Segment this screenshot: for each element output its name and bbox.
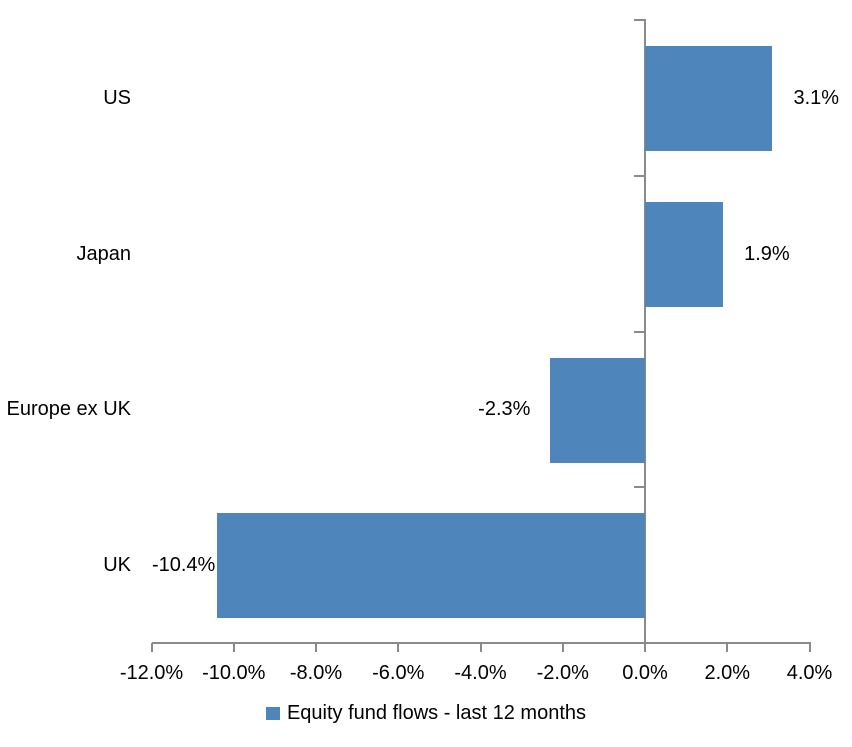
y-axis-tick [634, 174, 644, 177]
legend: Equity fund flows - last 12 months [0, 702, 852, 725]
x-axis-tick [150, 643, 153, 652]
x-tick-label: 4.0% [786, 662, 833, 684]
x-tick-label: -10.0% [202, 662, 266, 684]
x-axis-tick [808, 643, 811, 652]
value-label-europe-ex-uk: -2.3% [478, 398, 531, 421]
x-axis-tick [479, 643, 482, 652]
value-label-uk: -10.4% [151, 554, 216, 577]
bar-japan [645, 201, 724, 307]
legend-label: Equity fund flows - last 12 months [286, 702, 587, 724]
category-label-europe-ex-uk: Europe ex UK [6, 398, 131, 421]
y-axis-tick [634, 19, 644, 21]
bar-europe-ex-uk [550, 357, 645, 463]
category-label-uk: UK [103, 554, 131, 577]
x-tick-label: -4.0% [454, 662, 507, 684]
x-axis-tick [561, 643, 564, 652]
category-label-us: US [103, 86, 131, 109]
x-tick-label: -12.0% [119, 662, 184, 684]
bar-us [645, 46, 773, 151]
y-axis-tick [634, 486, 644, 489]
legend-swatch-icon [265, 707, 280, 720]
x-tick-label: -2.0% [536, 662, 589, 684]
x-axis-tick [644, 643, 646, 652]
x-tick-label: -8.0% [289, 662, 343, 684]
x-tick-label: -6.0% [372, 662, 425, 684]
category-label-japan: Japan [76, 242, 132, 265]
x-tick-label: 0.0% [622, 662, 668, 684]
x-axis-tick [232, 643, 235, 652]
y-axis-tick [634, 330, 644, 333]
x-axis-tick [726, 643, 729, 652]
y-axis-line [644, 19, 646, 643]
value-label-japan: 1.9% [744, 242, 790, 265]
value-label-us: 3.1% [793, 86, 840, 109]
y-axis-tick [634, 642, 644, 644]
x-tick-label: 2.0% [704, 662, 751, 684]
x-axis-tick [397, 643, 400, 652]
x-axis-tick [315, 643, 317, 652]
bar-uk [217, 513, 645, 619]
